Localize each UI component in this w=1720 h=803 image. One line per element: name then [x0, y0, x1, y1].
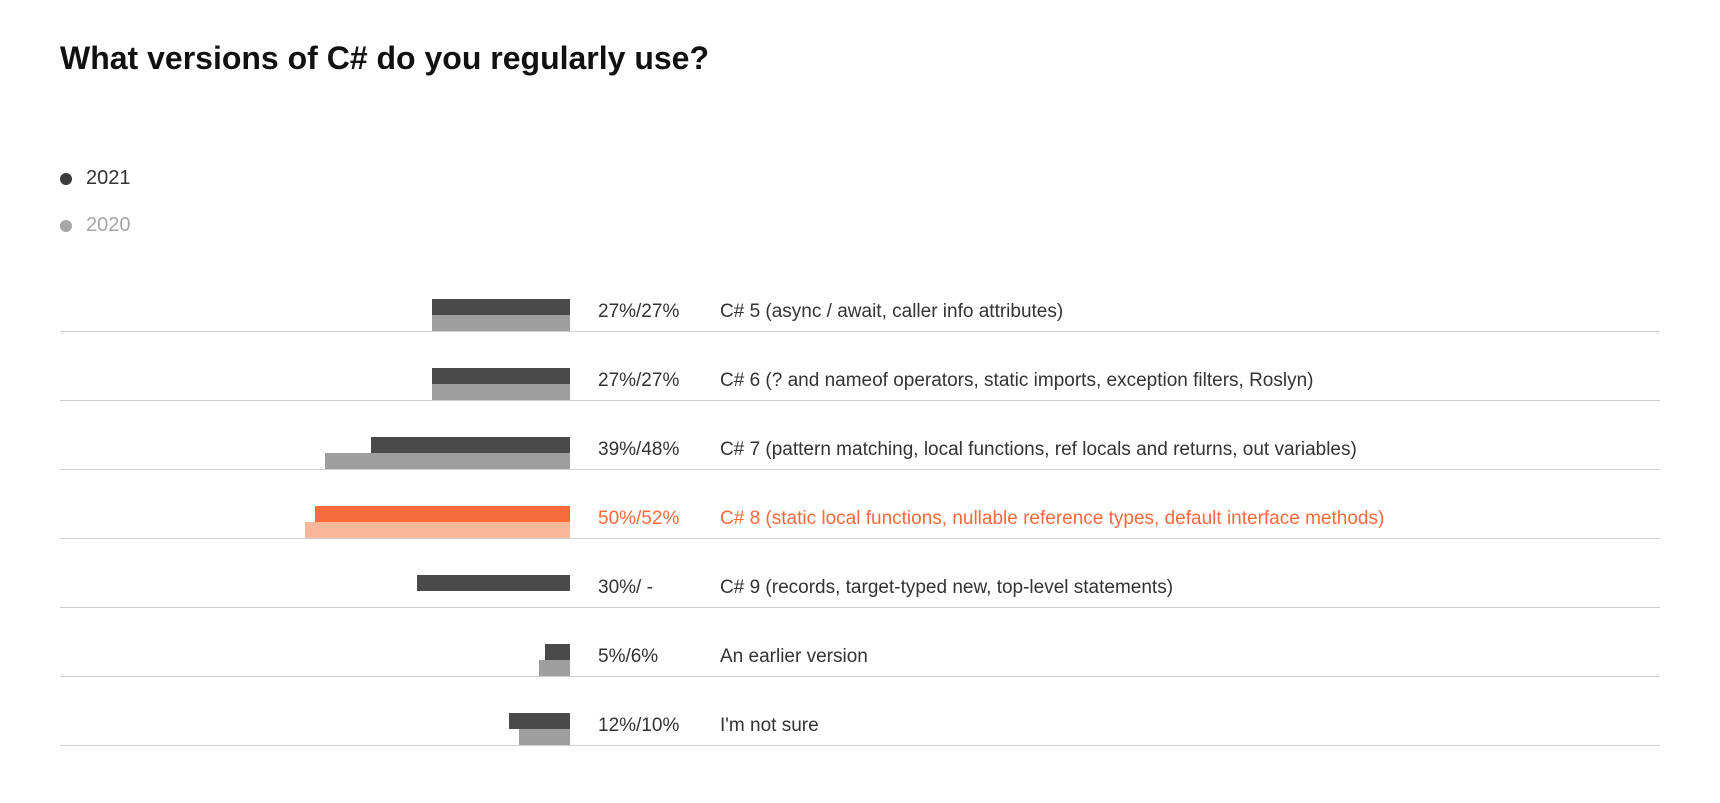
legend-item-2020: 2020	[60, 214, 1660, 237]
chart-row: 39%/48%C# 7 (pattern matching, local fun…	[60, 415, 1660, 470]
bar-2021	[432, 299, 570, 315]
legend-dot-2020	[60, 220, 72, 232]
row-label: C# 5 (async / await, caller info attribu…	[700, 301, 1660, 331]
legend-dot-2021	[60, 173, 72, 185]
bar-area	[60, 346, 570, 400]
row-label: I'm not sure	[700, 715, 1660, 745]
bar-2020	[539, 660, 570, 676]
bar-2021	[509, 713, 570, 729]
row-label: An earlier version	[700, 646, 1660, 676]
bar-2021	[417, 575, 570, 591]
pct-label: 27%/27%	[570, 370, 700, 400]
page: What versions of C# do you regularly use…	[0, 0, 1720, 803]
bar-2021	[545, 644, 571, 660]
row-label: C# 7 (pattern matching, local functions,…	[700, 439, 1660, 469]
bar-area	[60, 622, 570, 676]
bar-area	[60, 415, 570, 469]
bar-2020	[305, 522, 570, 538]
row-label: C# 6 (? and nameof operators, static imp…	[700, 370, 1660, 400]
bar-area	[60, 277, 570, 331]
chart-title: What versions of C# do you regularly use…	[60, 40, 1660, 77]
pct-label: 39%/48%	[570, 439, 700, 469]
legend: 2021 2020	[60, 167, 1660, 237]
bar-2020	[325, 453, 570, 469]
pct-label: 50%/52%	[570, 508, 700, 538]
chart-row: 50%/52%C# 8 (static local functions, nul…	[60, 484, 1660, 539]
legend-item-2021: 2021	[60, 167, 1660, 190]
chart-row: 27%/27%C# 5 (async / await, caller info …	[60, 277, 1660, 332]
bar-2021	[432, 368, 570, 384]
chart-row: 12%/10%I'm not sure	[60, 691, 1660, 746]
chart-row: 27%/27%C# 6 (? and nameof operators, sta…	[60, 346, 1660, 401]
pct-label: 5%/6%	[570, 646, 700, 676]
bar-2021	[315, 506, 570, 522]
pct-label: 12%/10%	[570, 715, 700, 745]
legend-label-2020: 2020	[86, 214, 131, 237]
bar-area	[60, 484, 570, 538]
bar-area	[60, 691, 570, 745]
bar-2020	[432, 384, 570, 400]
chart-row: 30%/ -C# 9 (records, target-typed new, t…	[60, 553, 1660, 608]
row-label: C# 9 (records, target-typed new, top-lev…	[700, 577, 1660, 607]
bar-2020	[432, 315, 570, 331]
bar-2021	[371, 437, 570, 453]
bar-2020	[519, 729, 570, 745]
bar-area	[60, 553, 570, 607]
legend-label-2021: 2021	[86, 167, 131, 190]
pct-label: 30%/ -	[570, 577, 700, 607]
row-label: C# 8 (static local functions, nullable r…	[700, 508, 1660, 538]
bar-chart: 27%/27%C# 5 (async / await, caller info …	[60, 277, 1660, 746]
pct-label: 27%/27%	[570, 301, 700, 331]
chart-row: 5%/6%An earlier version	[60, 622, 1660, 677]
